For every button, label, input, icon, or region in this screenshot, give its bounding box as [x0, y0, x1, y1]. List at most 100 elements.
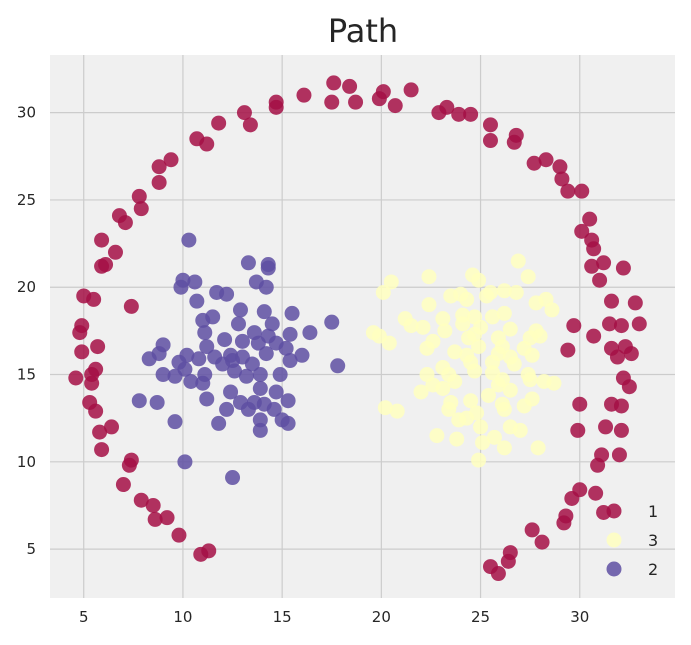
- data-point: [302, 325, 318, 341]
- data-point: [68, 370, 84, 386]
- legend-marker: [606, 532, 622, 548]
- series-3: [365, 253, 562, 468]
- data-point: [258, 279, 274, 295]
- data-point: [240, 401, 256, 417]
- data-point: [524, 347, 540, 363]
- data-point: [538, 152, 554, 168]
- data-point: [596, 255, 612, 271]
- x-tick-labels: 5 10 15 20 25 30: [79, 608, 589, 626]
- data-point: [431, 105, 447, 121]
- data-point: [211, 115, 227, 131]
- data-point: [296, 87, 312, 103]
- data-point: [512, 422, 528, 438]
- y-tick-label: 10: [17, 453, 36, 471]
- data-point: [223, 384, 239, 400]
- data-point: [516, 398, 532, 414]
- data-point: [413, 384, 429, 400]
- data-point: [604, 293, 620, 309]
- data-point: [494, 372, 510, 388]
- data-point: [189, 293, 205, 309]
- data-point: [631, 316, 647, 332]
- data-point: [586, 241, 602, 257]
- data-point: [560, 183, 576, 199]
- data-point: [506, 134, 522, 150]
- data-point: [159, 510, 175, 526]
- data-point: [280, 415, 296, 431]
- data-point: [455, 316, 471, 332]
- data-point: [282, 353, 298, 369]
- data-point: [602, 316, 618, 332]
- data-point: [250, 335, 266, 351]
- data-point: [482, 117, 498, 133]
- data-point: [377, 400, 393, 416]
- data-point: [72, 325, 88, 341]
- data-point: [375, 284, 391, 300]
- data-point: [381, 335, 397, 351]
- data-point: [163, 152, 179, 168]
- data-point: [260, 260, 276, 276]
- data-point: [441, 401, 457, 417]
- data-point: [131, 393, 147, 409]
- data-point: [252, 422, 268, 438]
- data-point: [258, 346, 274, 362]
- data-point: [240, 255, 256, 271]
- data-point: [627, 295, 643, 311]
- data-point: [383, 274, 399, 290]
- data-point: [211, 415, 227, 431]
- data-point: [403, 318, 419, 334]
- data-point: [496, 401, 512, 417]
- data-points: [68, 75, 647, 582]
- data-point: [282, 326, 298, 342]
- data-point: [582, 211, 598, 227]
- legend-marker: [606, 503, 622, 519]
- data-point: [193, 546, 209, 562]
- data-point: [268, 384, 284, 400]
- data-point: [94, 232, 110, 248]
- data-point: [234, 333, 250, 349]
- data-point: [177, 454, 193, 470]
- data-point: [508, 284, 524, 300]
- data-point: [479, 288, 495, 304]
- data-point: [230, 316, 246, 332]
- data-point: [371, 91, 387, 107]
- data-point: [447, 344, 463, 360]
- data-point: [98, 257, 114, 273]
- data-point: [197, 325, 213, 341]
- data-point: [145, 497, 161, 513]
- data-point: [324, 94, 340, 110]
- data-point: [147, 511, 163, 527]
- data-point: [524, 522, 540, 538]
- y-tick-label: 15: [17, 366, 36, 384]
- legend-label: 2: [648, 560, 658, 579]
- data-point: [252, 367, 268, 383]
- data-point: [117, 215, 133, 231]
- data-point: [167, 368, 183, 384]
- data-point: [574, 183, 590, 199]
- data-point: [447, 373, 463, 389]
- data-point: [151, 159, 167, 175]
- data-point: [471, 452, 487, 468]
- data-point: [387, 98, 403, 114]
- data-point: [94, 442, 110, 458]
- legend: 1 3 2: [606, 502, 658, 579]
- data-point: [463, 393, 479, 409]
- data-point: [530, 440, 546, 456]
- x-tick-label: 15: [273, 608, 292, 626]
- data-point: [115, 477, 131, 493]
- data-point: [199, 391, 215, 407]
- data-point: [560, 342, 576, 358]
- data-point: [480, 387, 496, 403]
- x-tick-label: 10: [173, 608, 192, 626]
- data-point: [244, 356, 260, 372]
- data-point: [611, 447, 627, 463]
- y-tick-label: 25: [17, 191, 36, 209]
- data-point: [199, 339, 215, 355]
- data-point: [484, 354, 500, 370]
- data-point: [484, 309, 500, 325]
- data-point: [252, 412, 268, 428]
- data-point: [467, 363, 483, 379]
- data-point: [280, 393, 296, 409]
- data-point: [225, 470, 241, 486]
- data-point: [348, 94, 364, 110]
- data-point: [74, 344, 90, 360]
